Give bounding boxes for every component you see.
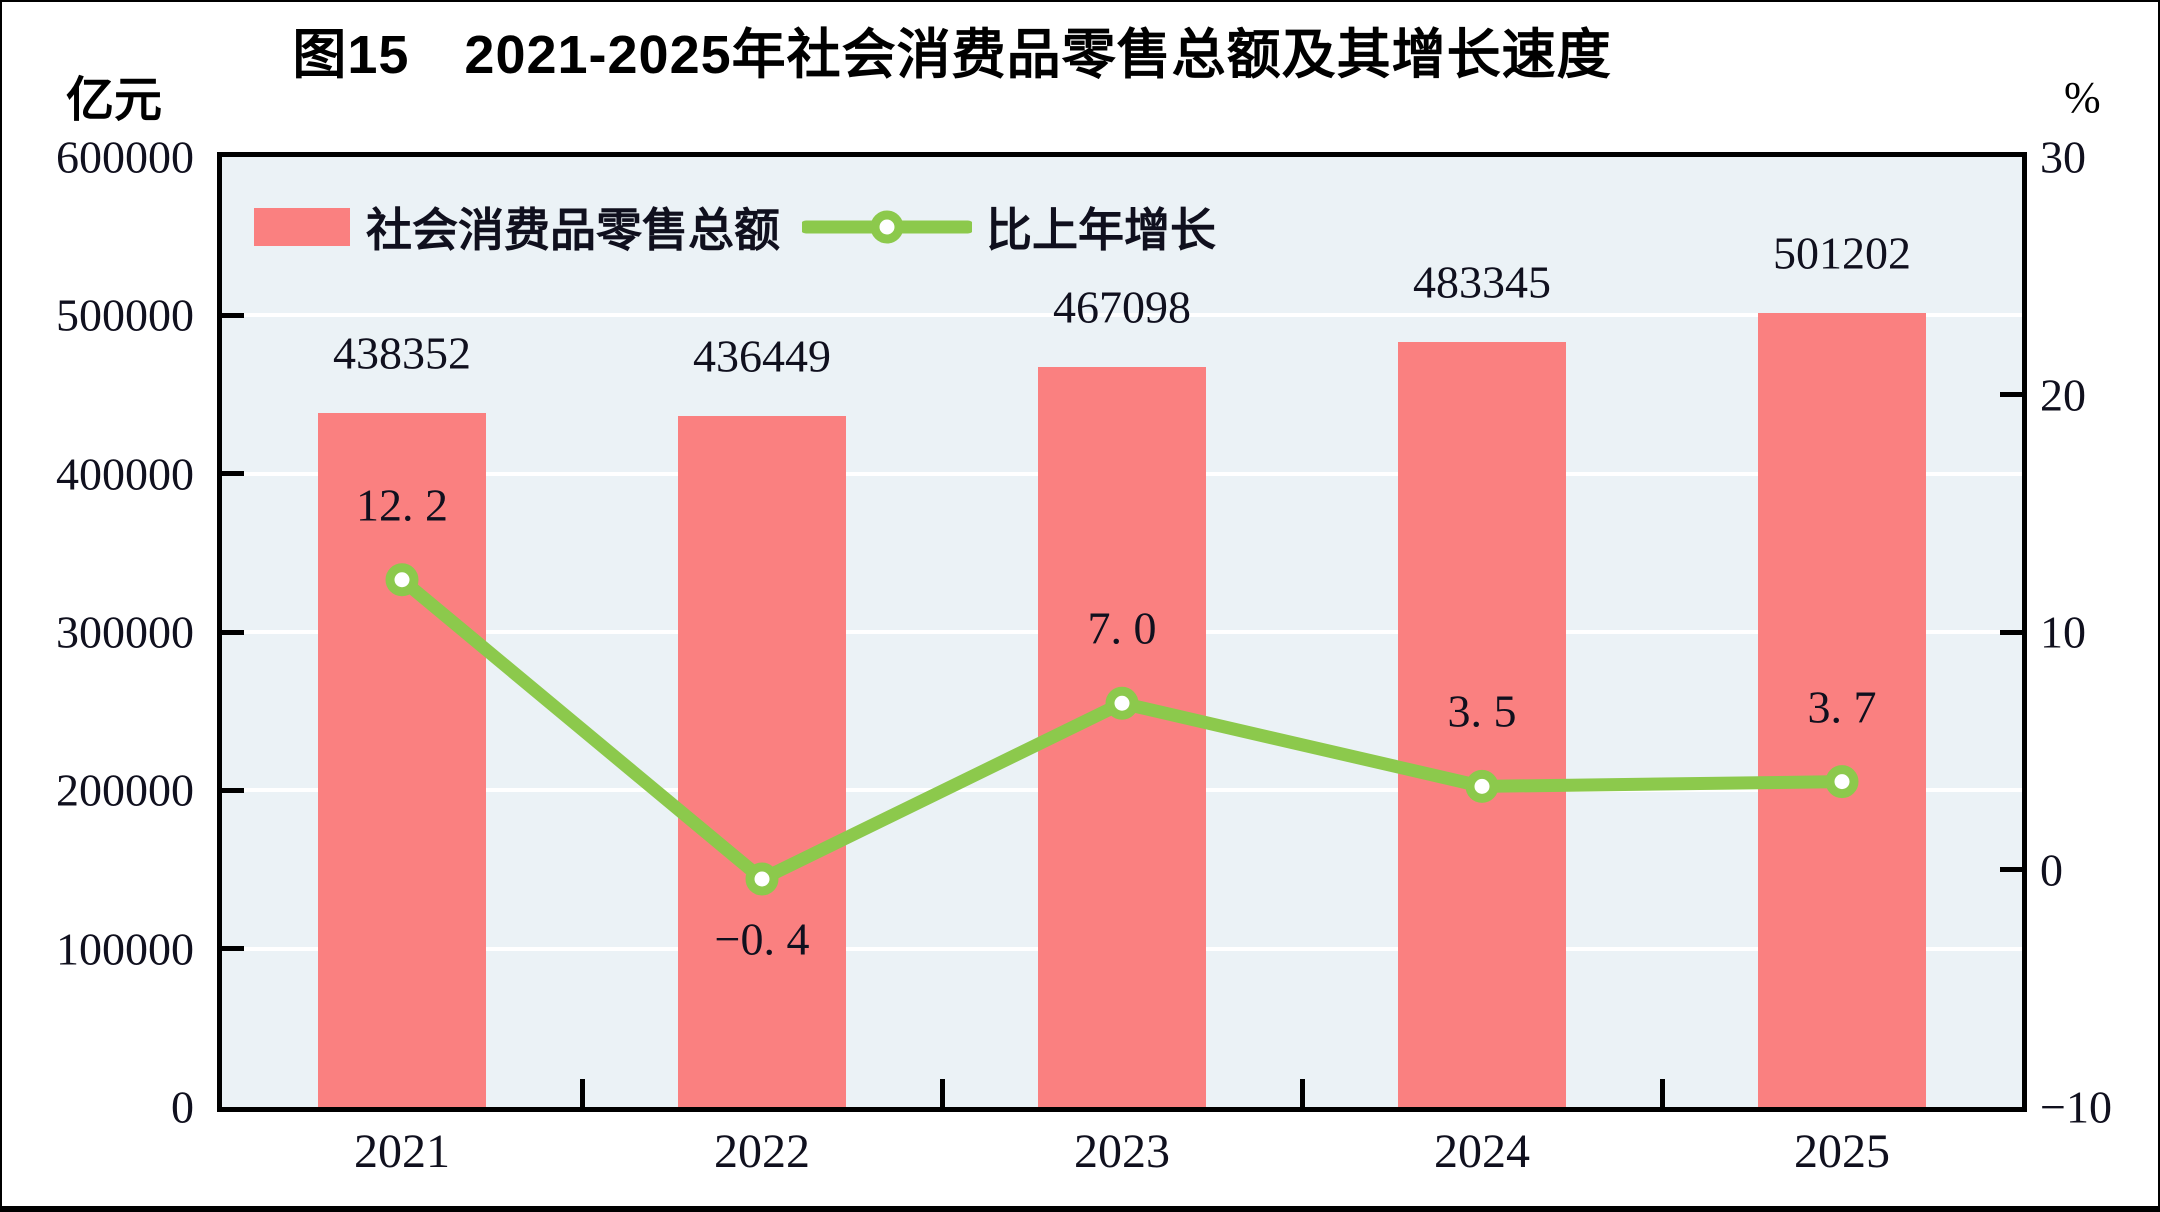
x-axis-tick-3 xyxy=(1299,1079,1305,1107)
bar-2022 xyxy=(678,415,846,1107)
x-tick-label-2021: 2021 xyxy=(354,1125,450,1178)
right-axis-tick-10 xyxy=(2000,629,2022,635)
x-axis-tick-1 xyxy=(579,1079,585,1107)
gridline-500000 xyxy=(222,313,2022,318)
left-axis-tick-400000 xyxy=(222,471,244,477)
x-tick-label-2024: 2024 xyxy=(1434,1125,1530,1178)
growth-marker-2025 xyxy=(1825,765,1859,799)
legend-bar-swatch xyxy=(254,208,350,246)
bar-2024 xyxy=(1398,341,1566,1107)
right-tick-label-10: 10 xyxy=(2040,606,2086,658)
x-axis-tick-4 xyxy=(1659,1079,1665,1107)
left-tick-label-0: 0 xyxy=(171,1081,194,1133)
legend-line-label: 比上年增长 xyxy=(986,204,1216,256)
left-axis-tick-200000 xyxy=(222,787,244,793)
right-axis-tick-20 xyxy=(2000,392,2022,397)
right-tick-label-30: 30 xyxy=(2040,131,2086,183)
x-tick-label-2022: 2022 xyxy=(714,1125,810,1178)
left-axis-tick-500000 xyxy=(222,312,244,318)
right-tick-label-0: 0 xyxy=(2040,844,2063,895)
growth-value-label-2021: 12. 2 xyxy=(356,479,448,531)
x-axis-tick-2 xyxy=(939,1079,945,1107)
growth-marker-2022 xyxy=(745,862,779,896)
growth-marker-2021 xyxy=(385,563,419,597)
x-tick-label-2023: 2023 xyxy=(1074,1125,1170,1178)
left-axis-unit: 亿元 xyxy=(66,74,163,127)
left-tick-label-600000: 600000 xyxy=(56,131,194,183)
bar-value-label-2022: 436449 xyxy=(693,330,831,382)
plot-area: 438352 436449 467098 483345 501202 12. 2 −0. 4… xyxy=(222,157,2022,1107)
growth-line-layer xyxy=(385,563,1859,896)
right-tick-label-20: 20 xyxy=(2040,369,2086,420)
bar-value-label-2023: 467098 xyxy=(1053,281,1191,333)
chart-title: 图15 2021-2025年社会消费品零售总额及其增长速度 xyxy=(292,25,1612,85)
legend-bar-label: 社会消费品零售总额 xyxy=(366,204,780,256)
left-tick-label-500000: 500000 xyxy=(56,289,194,341)
legend-marker-icon xyxy=(870,210,904,244)
right-axis-unit: % xyxy=(2064,73,2101,122)
growth-value-label-2023: 7. 0 xyxy=(1087,602,1157,654)
left-tick-label-300000: 300000 xyxy=(56,606,194,658)
left-axis-tick-100000 xyxy=(222,946,244,952)
left-axis-tick-300000 xyxy=(222,629,244,635)
bar-value-label-2024: 483345 xyxy=(1413,256,1551,308)
growth-value-label-2025: 3. 7 xyxy=(1807,681,1877,733)
bar-value-label-2025: 501202 xyxy=(1773,227,1911,279)
left-tick-label-100000: 100000 xyxy=(56,923,194,975)
x-tick-label-2025: 2025 xyxy=(1794,1125,1890,1178)
growth-marker-2024 xyxy=(1465,769,1499,803)
right-tick-label-−10: −10 xyxy=(2040,1081,2112,1133)
growth-marker-2023 xyxy=(1105,686,1139,720)
bar-value-label-2021: 438352 xyxy=(333,327,471,379)
bar-2021 xyxy=(318,412,486,1107)
growth-value-label-2024: 3. 5 xyxy=(1447,685,1517,737)
legend-line-sample xyxy=(802,210,972,244)
growth-value-label-2022: −0. 4 xyxy=(714,913,810,965)
legend: 社会消费品零售总额 比上年增长 xyxy=(254,194,1216,260)
left-tick-label-400000: 400000 xyxy=(56,448,194,500)
right-axis-tick-0 xyxy=(2000,867,2022,872)
bar-2025 xyxy=(1758,313,1926,1107)
left-tick-label-200000: 200000 xyxy=(56,764,194,816)
